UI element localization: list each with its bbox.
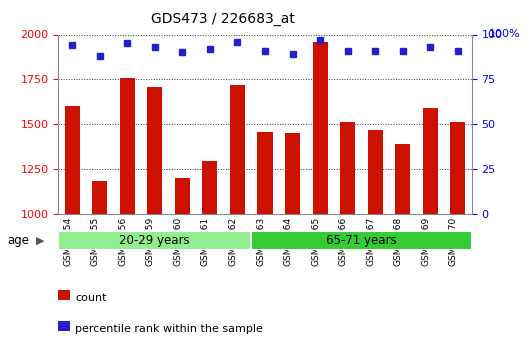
Bar <box>147 87 162 214</box>
Bar <box>120 78 135 214</box>
Text: 20-29 years: 20-29 years <box>119 234 190 247</box>
Bar <box>258 132 272 214</box>
Bar <box>230 85 245 214</box>
Bar <box>450 122 465 214</box>
Bar <box>92 181 107 214</box>
Bar <box>58 231 251 250</box>
Bar <box>340 122 355 214</box>
Bar <box>313 42 328 214</box>
Bar <box>395 144 410 214</box>
Text: 65-71 years: 65-71 years <box>326 234 397 247</box>
Bar <box>251 231 472 250</box>
Text: count: count <box>75 293 107 303</box>
Bar <box>423 108 438 214</box>
Bar <box>175 178 190 214</box>
Text: GDS473 / 226683_at: GDS473 / 226683_at <box>151 12 295 26</box>
Bar <box>368 130 383 214</box>
Y-axis label: 100%: 100% <box>489 29 520 39</box>
Bar <box>285 133 300 214</box>
Text: ▶: ▶ <box>36 236 45 246</box>
Text: age: age <box>7 234 29 247</box>
Bar <box>202 161 217 214</box>
Bar <box>65 106 80 214</box>
Text: percentile rank within the sample: percentile rank within the sample <box>75 324 263 334</box>
